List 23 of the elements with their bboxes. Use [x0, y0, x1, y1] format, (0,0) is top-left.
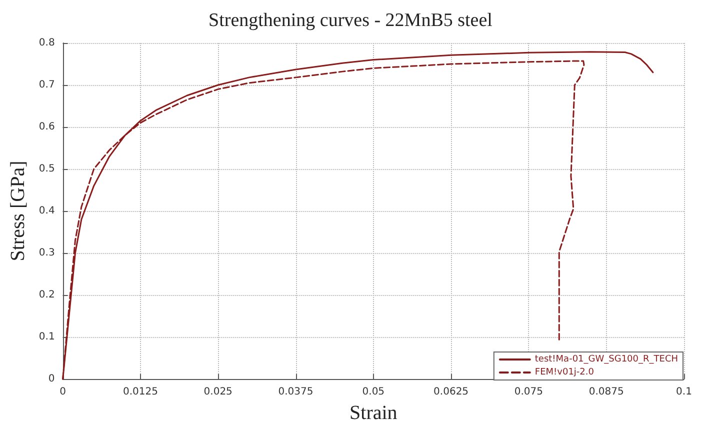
- y-tick-label: 0.5: [38, 164, 55, 174]
- y-tick-label: 0.7: [38, 80, 55, 90]
- x-tick-label: 0.0375: [278, 386, 314, 398]
- legend-label: test!Ma-01_GW_SG100_R_TECH: [534, 354, 678, 364]
- x-tick-label: 0: [60, 386, 66, 398]
- y-tick-label: 0: [48, 374, 55, 384]
- x-tick-label: 0.0125: [122, 386, 158, 398]
- y-tick-label: 0.6: [38, 122, 55, 132]
- x-tick-label: 0.025: [204, 386, 232, 398]
- chart-title: Strengthening curves - 22MnB5 steel: [208, 10, 492, 31]
- y-tick-label: 0.1: [38, 332, 55, 342]
- x-tick-label: 0.05: [362, 386, 385, 398]
- legend-label: FEM!v01j-2.0: [534, 368, 594, 378]
- y-tick-label: 0.2: [38, 290, 55, 300]
- x-axis-title: Strain: [350, 402, 398, 424]
- y-axis-title: Stress [GPa]: [7, 160, 29, 262]
- x-tick-label: 0.1: [676, 386, 692, 398]
- y-tick-label: 0.8: [38, 38, 55, 48]
- x-tick-label: 0.0625: [434, 386, 469, 398]
- y-tick-label: 0.4: [38, 206, 55, 216]
- x-tick-label: 0.0875: [588, 386, 624, 398]
- y-tick-label: 0.3: [38, 248, 55, 258]
- x-tick-label: 0.075: [514, 386, 544, 398]
